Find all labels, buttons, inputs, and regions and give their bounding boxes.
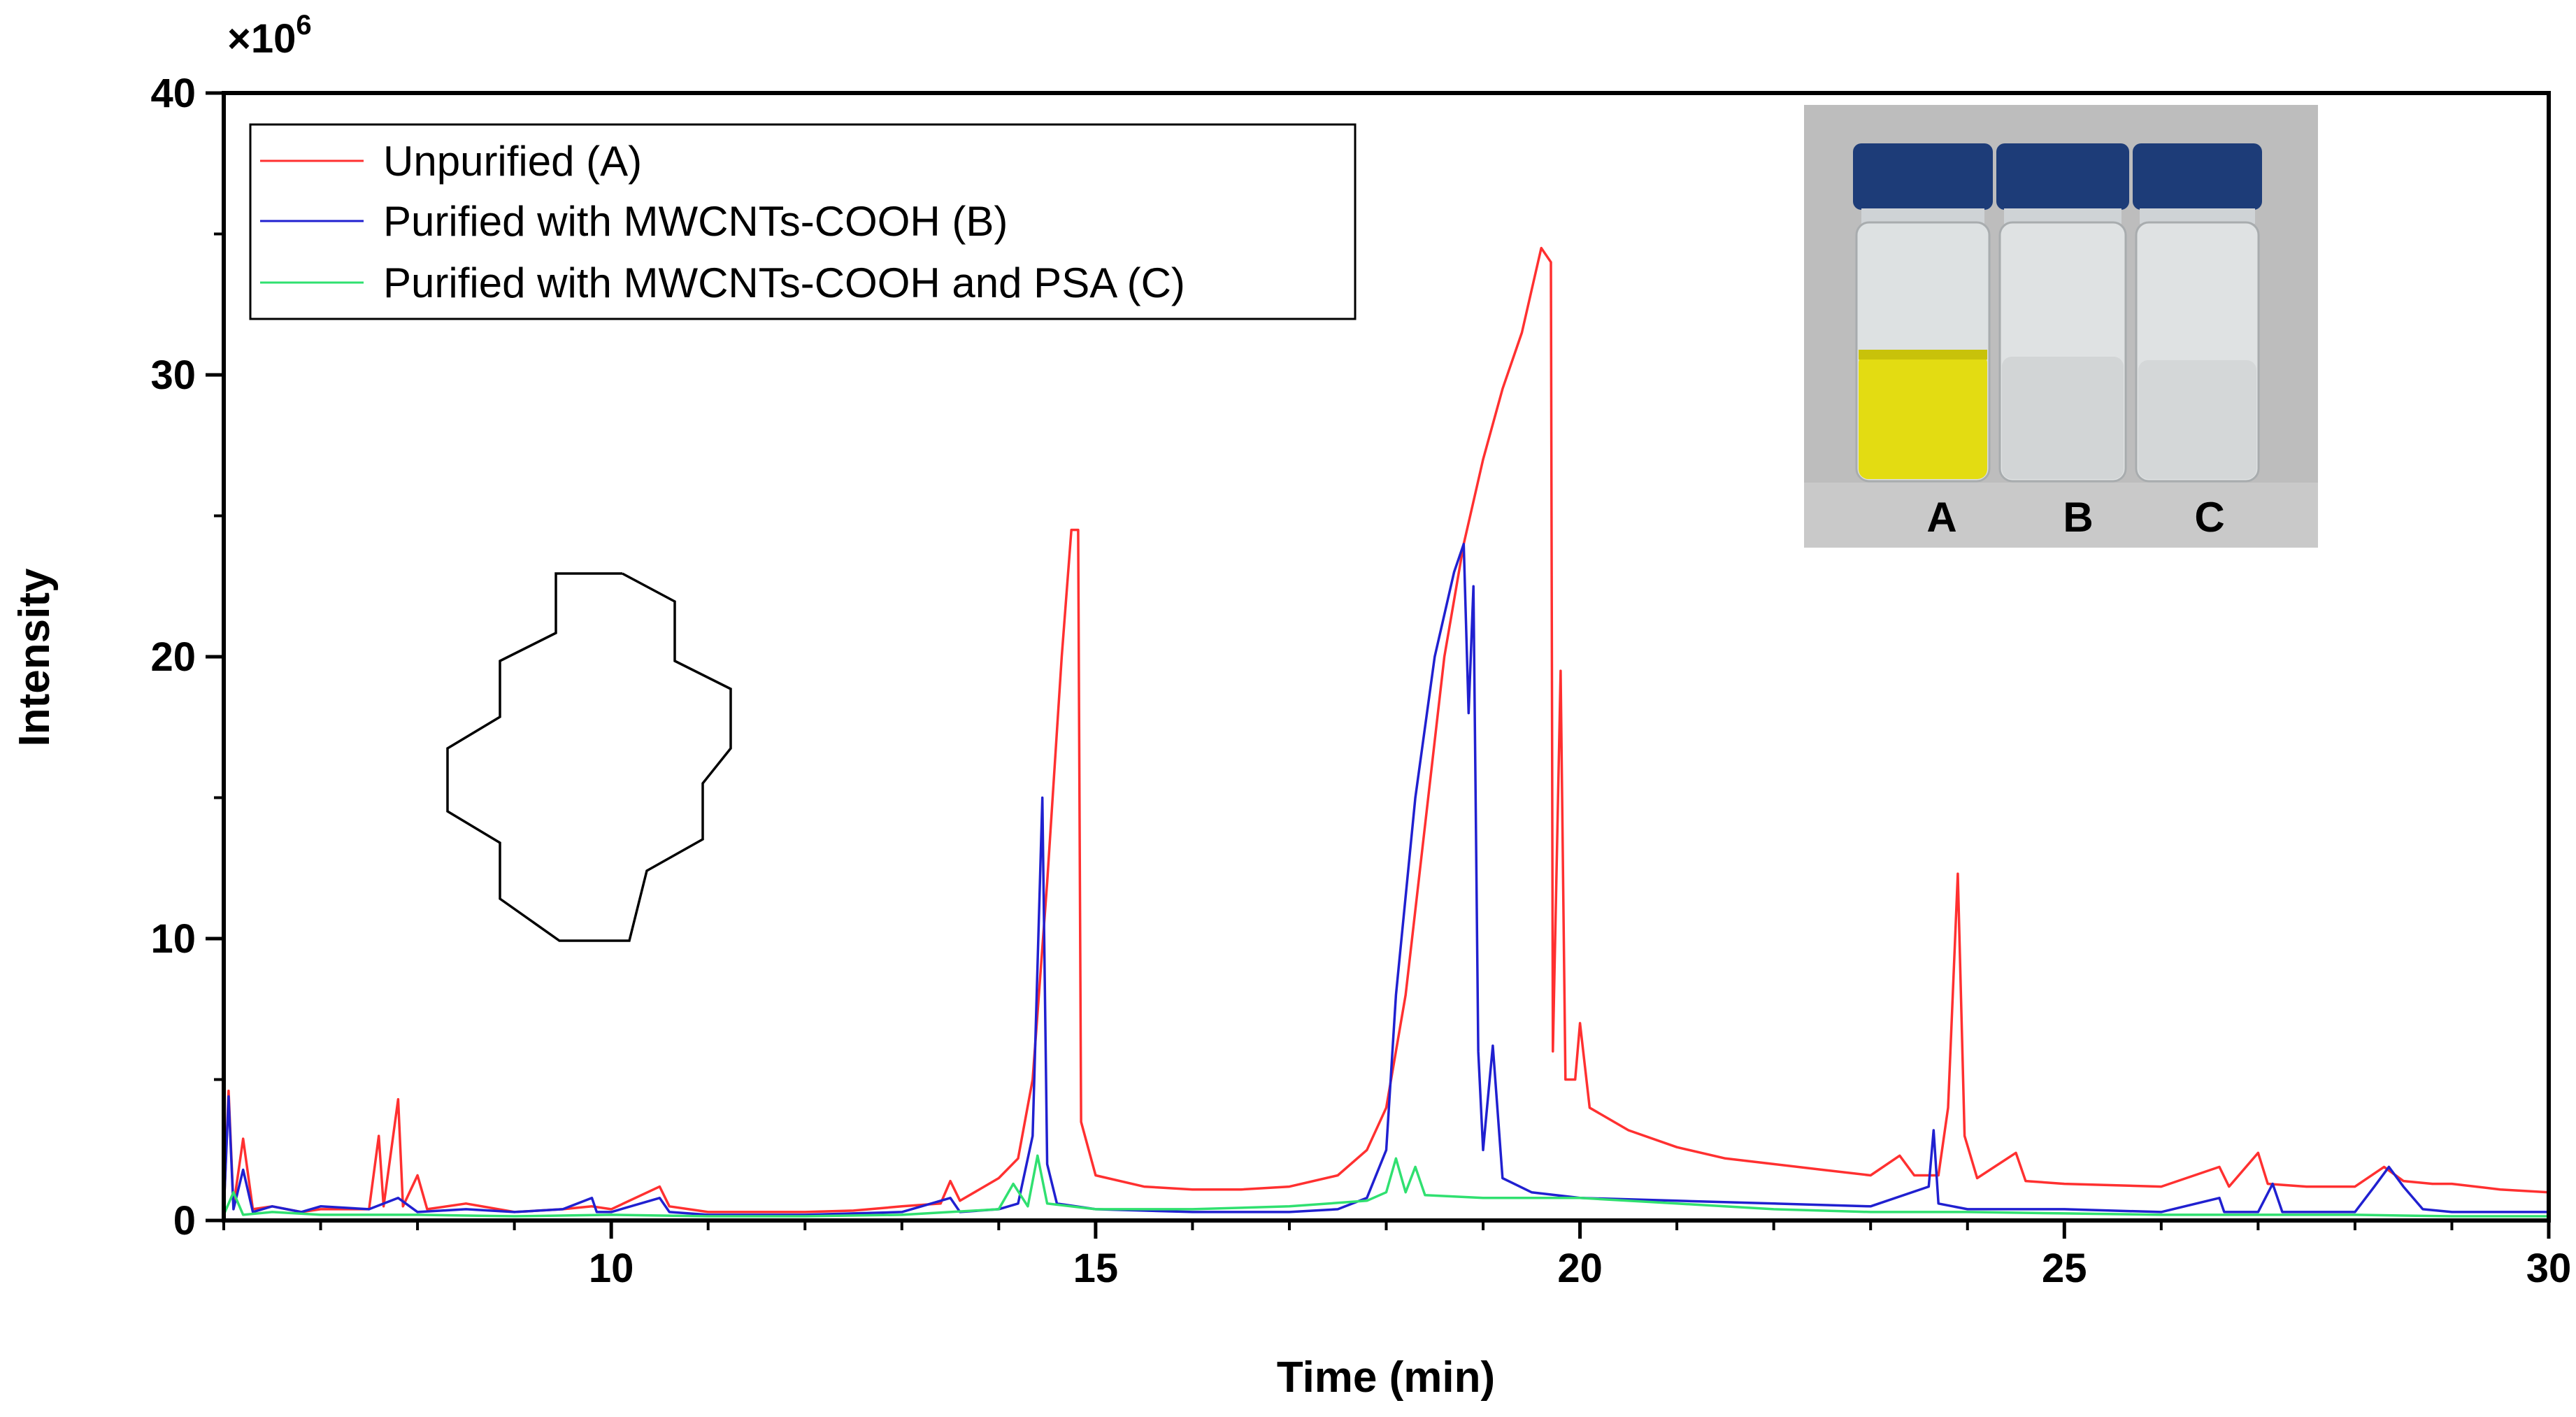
x-tick-label-15: 15 [1073,1246,1119,1291]
x-tick-label-20: 20 [1557,1246,1603,1291]
series-line-2 [222,1154,2549,1218]
vial-a-meniscus [1859,350,1987,359]
inset-shelf [1804,483,2318,548]
vial-a-cap [1853,143,1993,210]
vial-c-cap [2133,143,2262,210]
vial-b [1996,143,2129,483]
y-tick-label-0: 0 [173,1198,196,1244]
palmitic-acid-ring-chain [446,572,732,942]
vial-label-a: A [1926,494,1956,541]
y-tick-label-10: 10 [150,916,196,962]
y-axis-multiplier: ×106 [227,10,312,62]
legend: Unpurified (A) Purified with MWCNTs-COOH… [249,123,1357,320]
vial-c-neck [2140,208,2255,224]
series-line-1 [222,543,2549,1216]
legend-label-mwcnts-psa: Purified with MWCNTs-COOH and PSA (C) [383,259,1185,306]
palmitic-acid-structure [446,572,732,942]
y-tick-label-30: 30 [150,353,196,398]
x-tick-label-30: 30 [2526,1246,2572,1291]
y-tick-label-20: 20 [150,634,196,680]
legend-box [249,123,1357,320]
y-axis-title: Intensity [10,568,59,746]
vial-label-b: B [2063,494,2093,541]
y-tick-label-40: 40 [150,71,196,116]
vial-a-neck [1861,208,1984,224]
legend-label-unpurified: Unpurified (A) [383,138,642,185]
series-layer [222,246,2549,1218]
vial-b-cap [1996,143,2129,210]
vial-c [2133,143,2262,483]
vial-a-liquid [1859,353,1987,479]
axis-layer: 10 15 20 25 30 0 10 20 30 40 [150,71,2571,1291]
inset-vial-photo: A B C [1804,105,2318,548]
vial-label-c: C [2194,494,2224,541]
vial-a [1853,143,1993,483]
vial-b-neck [2004,208,2121,224]
legend-label-mwcnts: Purified with MWCNTs-COOH (B) [383,198,1008,245]
series-line-0 [222,246,2549,1213]
vial-b-liquid [2002,357,2124,479]
x-tick-label-10: 10 [589,1246,634,1291]
x-axis-title: Time (min) [1277,1353,1495,1402]
x-tick-label-25: 25 [2042,1246,2087,1291]
vial-c-liquid [2138,360,2256,479]
